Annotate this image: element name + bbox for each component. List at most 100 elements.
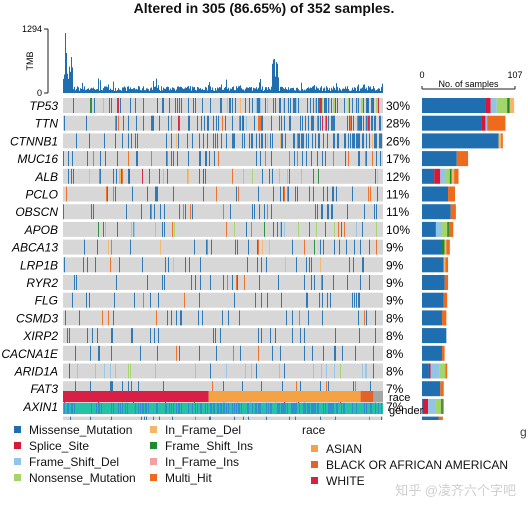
gender-cell <box>335 403 336 414</box>
mutation-cell <box>129 168 130 184</box>
tmb-bar <box>233 86 234 93</box>
mutation-cell <box>111 381 112 397</box>
tmb-bar <box>183 88 184 93</box>
mutation-cell <box>136 115 137 131</box>
gender-cell <box>119 403 120 414</box>
gender-cell <box>253 403 254 414</box>
gender-cell <box>162 403 163 414</box>
mutation-cell <box>258 98 259 113</box>
gender-cell <box>264 403 265 414</box>
gene-count-segment <box>496 98 508 113</box>
gender-cell <box>93 403 94 414</box>
mutation-cell <box>200 275 201 290</box>
matrix-row-background <box>63 221 383 237</box>
legend-label: Splice_Site <box>29 439 90 453</box>
sidebar-tick-max: 107 <box>507 70 522 80</box>
tmb-bar <box>132 88 133 93</box>
mutation-cell <box>222 310 223 326</box>
mutation-cell <box>172 416 173 420</box>
gender-cell <box>175 403 176 414</box>
tmb-bar <box>125 87 126 93</box>
tmb-bar <box>333 86 334 93</box>
gender-cell <box>303 403 304 414</box>
tmb-bar <box>259 82 260 93</box>
mutation-cell <box>185 257 186 273</box>
tmb-bar <box>115 87 116 93</box>
mutation-cell <box>111 98 112 113</box>
gender-cell <box>244 403 245 414</box>
gene-label: CSMD3 <box>16 311 58 325</box>
mutation-cell <box>201 115 202 131</box>
tmb-bar <box>179 87 180 93</box>
tmb-bar <box>308 87 309 93</box>
gender-cell <box>320 403 321 414</box>
gender-cell <box>232 403 233 414</box>
gender-cell <box>174 403 175 414</box>
gene-count-segment <box>428 363 431 379</box>
gender-cell <box>247 403 248 414</box>
mutation-cell <box>208 115 209 131</box>
mutation-cell <box>353 381 354 397</box>
mutation-cell <box>304 275 305 290</box>
mutation-cell <box>373 98 374 113</box>
mutation-cell <box>223 275 224 290</box>
tmb-bar <box>338 90 339 93</box>
mutation-cell <box>117 151 118 167</box>
tmb-bar <box>317 88 318 93</box>
tmb-bar <box>104 86 105 93</box>
mutation-cell <box>76 133 77 149</box>
mutation-cell <box>332 204 333 220</box>
legend-label: Frame_Shift_Del <box>29 455 120 469</box>
gender-cell <box>165 403 166 414</box>
mutation-cell <box>243 168 244 184</box>
gender-cell <box>150 403 151 414</box>
tmb-bar <box>76 88 77 93</box>
gender-cell <box>310 403 311 414</box>
mutation-cell <box>95 363 96 379</box>
mutation-cell <box>118 115 119 131</box>
gene-count-segment <box>487 115 506 131</box>
mutation-cell <box>271 115 272 131</box>
mutation-cell <box>256 133 257 149</box>
mutation-cell <box>308 133 309 149</box>
tmb-bar <box>111 89 112 93</box>
mutation-cell <box>314 239 315 255</box>
mutation-cell <box>271 204 272 220</box>
mutation-cell <box>321 363 322 379</box>
gender-cell <box>224 403 225 414</box>
tmb-bar <box>353 89 354 93</box>
mutation-cell <box>72 151 73 167</box>
gender-cell <box>211 403 212 414</box>
gender-cell <box>271 403 272 414</box>
tmb-bar <box>116 90 117 93</box>
mutation-cell <box>239 310 240 326</box>
mutation-cell <box>89 133 90 149</box>
mutation-cell <box>258 115 259 131</box>
mutation-cell <box>350 133 351 149</box>
tmb-bar <box>299 90 300 93</box>
tmb-bar <box>211 89 212 93</box>
mutation-cell <box>380 133 381 149</box>
mutation-cell <box>126 204 127 220</box>
race-segment <box>63 391 209 402</box>
gender-cell <box>279 403 280 414</box>
gender-cell <box>156 403 157 414</box>
mutation-cell <box>286 310 287 326</box>
gene-percent: 8% <box>386 329 404 343</box>
gene-label: TTN <box>35 117 59 131</box>
mutation-cell <box>255 292 256 308</box>
tmb-bar <box>217 87 218 93</box>
gender-cell <box>205 403 206 414</box>
mutation-cell <box>333 133 334 149</box>
gender-cell <box>87 403 88 414</box>
mutation-cell <box>356 133 357 149</box>
mutation-cell <box>371 98 372 113</box>
gene-percent: 9% <box>386 258 404 272</box>
mutation-cell <box>294 98 295 113</box>
mutation-cell <box>312 133 313 149</box>
mutation-cell <box>94 98 95 113</box>
tmb-bar <box>359 90 360 93</box>
gender-cell <box>206 403 207 414</box>
gender-cell <box>176 403 177 414</box>
gender-cell <box>151 403 152 414</box>
